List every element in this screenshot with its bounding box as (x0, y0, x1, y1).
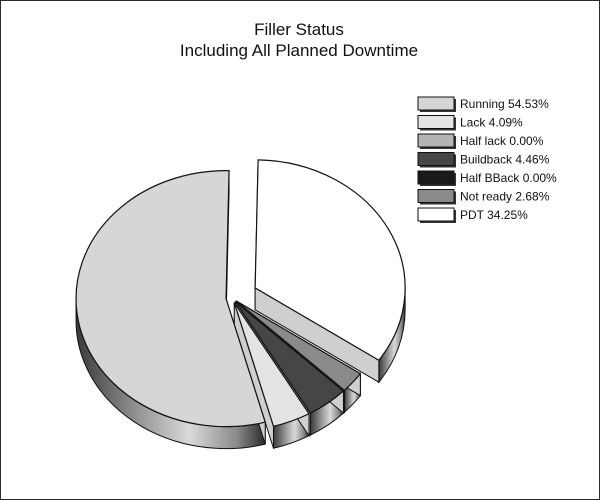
legend-entry-pdt: PDT 34.25% (460, 208, 528, 222)
pie-slice-not-ready (236, 300, 362, 392)
legend-swatch-buildback (417, 152, 455, 166)
legend-entry-buildback: Buildback 4.46% (460, 153, 550, 167)
pie-slice-lack (233, 302, 310, 427)
legend-swatch-running (417, 96, 455, 111)
pie-slice-buildback (235, 301, 345, 414)
legend-swatch-half-lack (417, 133, 455, 148)
chart-title: Filler Status (254, 20, 344, 39)
legend-swatch-half-bback (417, 170, 455, 185)
legend-entry-lack: Lack 4.09% (460, 116, 523, 130)
pie-slice-pdt (254, 159, 406, 362)
legend-swatch-lack (417, 115, 455, 129)
legend-entry-running: Running 54.53% (460, 97, 549, 111)
legend-entry-half-lack: Half lack 0.00% (460, 134, 544, 148)
legend-swatch-not-ready (417, 189, 455, 203)
legend-entry-not-ready: Not ready 2.68% (460, 190, 550, 204)
legend-swatch-pdt (417, 207, 455, 222)
chart-subtitle: Including All Planned Downtime (179, 41, 419, 60)
legend-entry-half-bback: Half BBack 0.00% (460, 171, 557, 185)
pie-slice-running (75, 170, 266, 428)
